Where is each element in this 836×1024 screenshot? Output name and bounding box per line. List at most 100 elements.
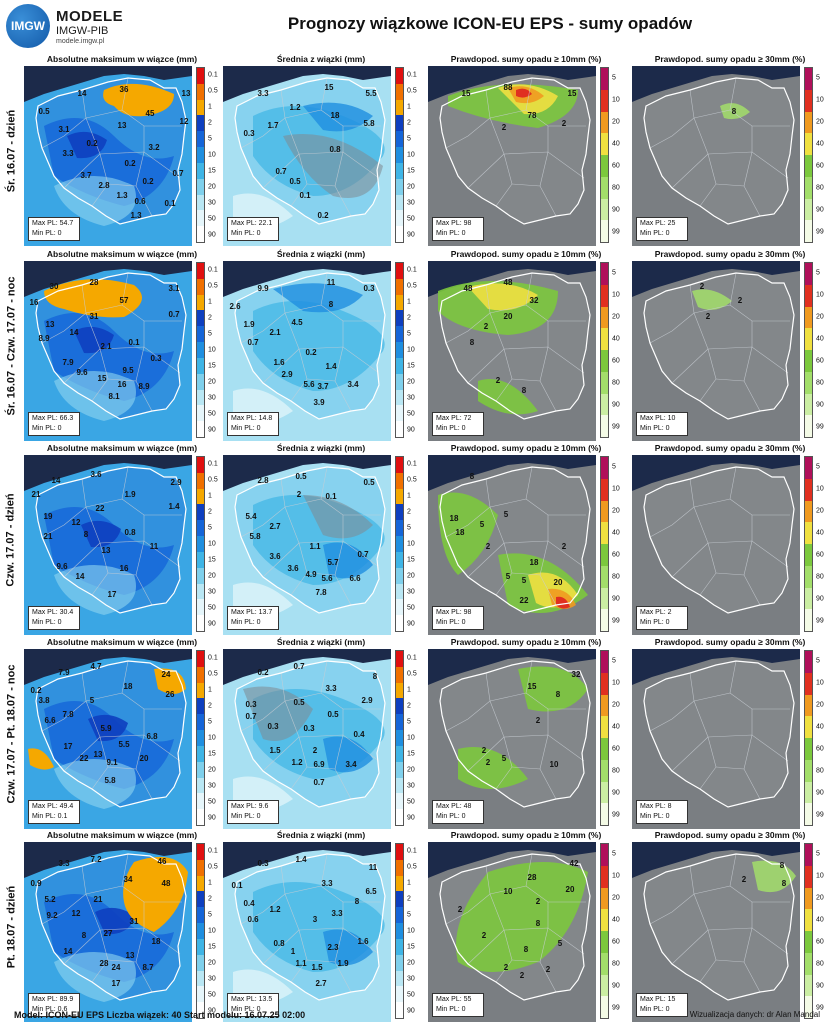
colorbar-prob [600,262,609,438]
page-title: Prognozy wiązkowe ICON-EU EPS - sumy opa… [287,14,693,33]
precip-field [253,301,385,391]
map-value-label: 21 [32,490,41,499]
map-value-label: 0.6 [134,197,146,206]
stat-min: Min PL: 0 [231,619,261,626]
colorbar-segment [197,326,204,343]
precip-field [720,103,750,120]
map-value-label: 11 [369,863,378,872]
colorbar-ticks: 0.1 0.5 1 2 5 10 15 20 30 50 90 [407,650,421,826]
colorbar-segment [805,350,812,372]
colorbar-tick-label: 80 [816,767,824,775]
colorbar-ticks: 5 10 20 40 60 80 90 99 [816,456,830,632]
map-value-label: 2 [297,490,302,499]
voivodeship-border [41,284,87,344]
map-value-label: 13 [182,89,191,98]
colorbar-tick-label: 5 [407,524,411,532]
map-area: 2.8 0.5 0.5 2 0.1 5.4 2.7 5.8 1.1 0.7 3.6 5.7 3.6 4.9… [223,455,391,635]
colorbar-tick-label: 2 [208,119,212,127]
stats-box: Max PL: 98 Min PL: 0 [432,217,484,241]
map-value-label: 0.7 [247,338,259,347]
colorbar-segment [197,859,204,876]
colorbar-segment [197,536,204,552]
colorbar-segment [805,672,812,695]
stat-max: Max PL: 14.8 [231,415,273,422]
colorbar-ticks: 0.1 0.5 1 2 5 10 15 20 30 50 90 [407,262,421,438]
colorbar-tick-label: 90 [612,401,620,409]
map-value-label: 8.9 [138,382,150,391]
colorbar-tick-label: 80 [816,184,824,192]
map-value-label: 8.7 [142,963,154,972]
map-area: 42 28 20 10 2 2 8 2 5 8 2 2 2 Max PL: 55 Min PL: 0 [428,842,596,1022]
map-value-label: 3.8 [38,696,50,705]
panel-title: Średnia z wiązki (mm) [276,249,366,259]
colorbar-tick-label: 60 [612,551,620,559]
colorbar-segment [805,133,812,155]
baltic-sea [428,261,596,297]
colorbar-tick-label: 10 [612,96,620,104]
colorbar-ticks: 5 10 20 40 60 80 90 99 [816,843,830,1019]
colorbar-tick-label: 0.1 [407,266,417,274]
map-area: 3.3 7.2 46 0.9 34 48 5.2 21 9.2 12 31 27 8 18 14 28 24 13… [24,842,192,1022]
poland-border [439,660,591,808]
map-value-label: 0.8 [329,145,341,154]
voivodeship-border [539,151,549,187]
stat-max: Max PL: 13.5 [231,996,273,1003]
map-area: 0.3 1.4 11 0.1 3.3 6.5 0.4 1.2 8 0.6 3 3.3 0.8 1 2.3 1.… [223,842,391,1022]
colorbar-tick-label: 2 [407,702,411,710]
colorbar-segment [197,131,204,148]
map-value-label: 14 [52,476,61,485]
colorbar-tick-label: 0.1 [407,654,417,662]
colorbar-segment [396,583,403,600]
map-value-label: 22 [96,504,105,513]
colorbar-segment [601,176,608,199]
colorbar-precip [196,262,205,438]
colorbar-segment [601,350,608,372]
colorbar-segment [197,938,204,955]
colorbar-tick-label: 50 [208,798,216,806]
stat-min: Min PL: 0 [436,1006,466,1013]
colorbar-segment [197,488,204,505]
colorbar-tick-label: 0.5 [208,87,218,95]
colorbar-ticks: 0.1 0.5 1 2 5 10 15 20 30 50 90 [208,262,222,438]
colorbar-segment [805,931,812,953]
row-label: Czw. 17.07 - dzień [0,443,22,637]
colorbar-precip [395,262,404,438]
colorbar-tick-label: 90 [612,982,620,990]
map-value-label: 4.7 [90,662,102,671]
map-value-label: 1.4 [168,502,180,511]
poland-map: 0.2 0.7 8 3.3 2.9 0.3 0.5 0.7 0.5 0.3 0.3 0.4 1.5 2 1.… [223,649,391,829]
colorbar-tick-label: 15 [407,167,415,175]
map-value-label: 0.3 [150,354,162,363]
map-value-label: 12 [72,909,81,918]
row-label: Śr. 16.07 - Czw. 17.07 - noc [0,249,22,443]
colorbar-tick-label: 90 [612,789,620,797]
precip-field [438,281,558,415]
map-value-label: 13 [126,951,135,960]
colorbar-tick-label: 1 [208,686,212,694]
colorbar-segment [197,504,204,521]
colorbar-tick-label: 5 [612,269,616,277]
stat-min: Min PL: 0 [231,1006,261,1013]
map-value-label: 8 [732,107,737,116]
stat-min: Min PL: 0 [231,230,261,237]
map-value-label: 32 [572,670,581,679]
colorbar-segment [197,457,204,473]
colorbar-segment [396,457,403,473]
panel-title: Prawdopod. sumy opadu ≥ 30mm (%) [654,54,806,64]
map-value-label: 0.2 [317,211,329,220]
voivodeship-border [445,865,491,925]
colorbar-tick-label: 50 [407,215,415,223]
map-value-label: 6.8 [146,732,158,741]
map-value-label: 0.1 [231,881,243,890]
map-area: 9.9 11 0.3 2.6 8 1.9 4.5 2.1 0.7 0.2 1.6 1.4 2.9 5.6 3… [223,261,391,441]
row-label: Śr. 16.07 - dzień [0,54,22,248]
stats-box: Max PL: 55 Min PL: 0 [432,993,484,1017]
map-value-label: 26 [166,690,175,699]
stats-box: Max PL: 66.3 Min PL: 0 [28,412,80,436]
precip-field [556,596,570,609]
colorbar-segment [396,698,403,715]
map-value-label: 17 [112,979,121,988]
colorbar-tick-label: 80 [816,573,824,581]
colorbar-segment [805,328,812,350]
map-value-label: 5.4 [245,512,257,521]
